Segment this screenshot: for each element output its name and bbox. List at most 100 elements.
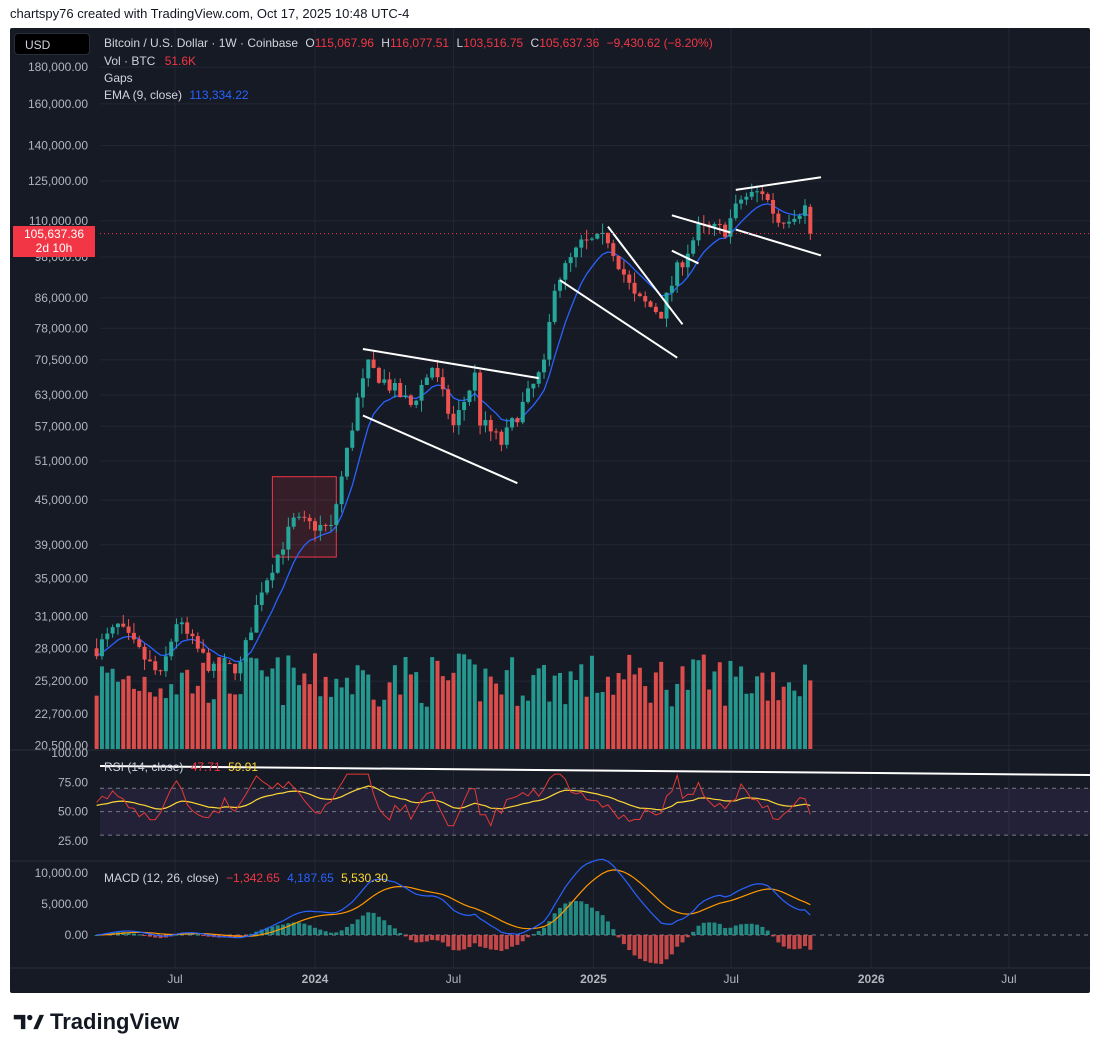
legend-macd-value: −1,342.65 [226,871,280,885]
volume-bar [499,694,504,749]
macd-histogram-bar [265,927,270,935]
volume-bar [536,668,541,749]
candle-body [201,648,206,653]
volume-bar [227,693,232,749]
macd-histogram-bar [691,931,696,935]
candle-body [382,379,387,383]
volume-bar [169,684,174,749]
candle-body [249,632,254,641]
candle-body [403,395,408,398]
volume-bar [712,671,717,749]
currency-button[interactable]: USD [14,33,90,55]
candle-body [531,383,536,389]
tradingview-logo[interactable]: TradingView [12,1009,179,1035]
candle-body [739,199,744,204]
ema-line [96,203,811,663]
candle-body [137,639,142,647]
macd-histogram-bar [440,935,445,943]
macd-histogram-bar [382,920,387,935]
candle-body [121,623,126,627]
volume-bar [723,705,728,749]
volume-bar [478,701,483,749]
volume-bar [217,657,222,749]
trendline [671,249,699,265]
volume-bar [739,666,744,749]
volume-bar [185,669,190,749]
macd-histogram-bar [291,922,296,935]
time-tick-label: Jul [1001,972,1016,986]
macd-histogram-bar [568,901,573,935]
candle-body [648,301,653,307]
candle-body [504,427,509,445]
chart-svg[interactable]: 100.00 75.00 50.00 25.00 10,000.00 5,000.00 0… [10,28,1090,993]
macd-histogram-bar [270,926,275,935]
macd-histogram-bar [126,932,131,935]
candle-body [749,191,754,197]
last-price-value: 105,637.36 [23,227,85,241]
volume-bar [462,654,467,749]
price-tick-label: 140,000.00 [28,139,88,153]
volume-bar [360,670,365,749]
macd-tick-label: 5,000.00 [41,897,88,911]
macd-histogram-bar [776,935,781,943]
macd-histogram-bar [781,935,786,947]
candle-body [558,279,562,291]
macd-histogram-bar [142,935,147,936]
candle-body [483,419,488,426]
legend-ema: EMA (9, close) 113,334.22 [104,88,249,102]
candle-body [787,221,792,224]
rsi-pane: 100.00 75.00 50.00 25.00 [51,746,1090,848]
macd-histogram-bar [392,928,397,935]
candle-body [307,517,312,522]
macd-histogram-bar [803,935,807,947]
volume-bar [808,680,813,749]
legend-symbol[interactable]: Bitcoin / U.S. Dollar · 1W · Coinbase [104,36,299,50]
candle-body [462,401,467,411]
macd-histogram-bar [584,903,589,935]
volume-bar [371,699,376,749]
volume-bar [515,705,520,749]
candle-body [243,640,248,662]
candle-body [195,636,200,649]
candle-body [238,661,243,674]
volume-bar [797,696,802,749]
candle-body [217,663,222,671]
macd-histogram-bar [787,935,792,949]
volume-bar [744,693,749,749]
candle-body [430,367,435,378]
legend-low: 103,516.75 [463,36,524,50]
volume-bar [259,670,264,749]
candle-body [467,390,472,402]
candle-body [318,524,323,531]
price-tick-label: 51,000.00 [35,454,89,468]
price-tick-label: 125,000.00 [28,174,88,188]
volume-bar [158,688,163,749]
tradingview-logo-icon [13,1014,44,1030]
legend-o-label: O [305,36,315,50]
volume-bar [153,696,158,749]
candle-body [526,388,531,402]
macd-histogram-bar [643,935,648,962]
volume-bar [568,671,573,749]
volume-bar [126,675,131,749]
candle-body [233,663,238,674]
trendline [362,348,539,380]
candle-body [680,262,685,268]
candle-body [350,430,355,448]
volume-bar [787,682,792,749]
candle-body [637,293,642,297]
candle-body [728,218,733,237]
volume-bar [206,702,211,749]
volume-bar [664,689,669,749]
candle-body [105,633,110,640]
volume-bar [781,686,786,749]
macd-pane: 10,000.00 5,000.00 0.00 [35,858,1090,964]
macd-histogram-bar [131,933,136,935]
macd-histogram-bar [760,926,765,935]
macd-histogram-bar [456,935,461,951]
tradingview-logo-text: TradingView [50,1009,180,1034]
volume-bar [675,683,680,749]
macd-histogram-bar [632,935,637,956]
macd-histogram-bar [286,923,291,935]
macd-histogram-bar [462,935,467,950]
